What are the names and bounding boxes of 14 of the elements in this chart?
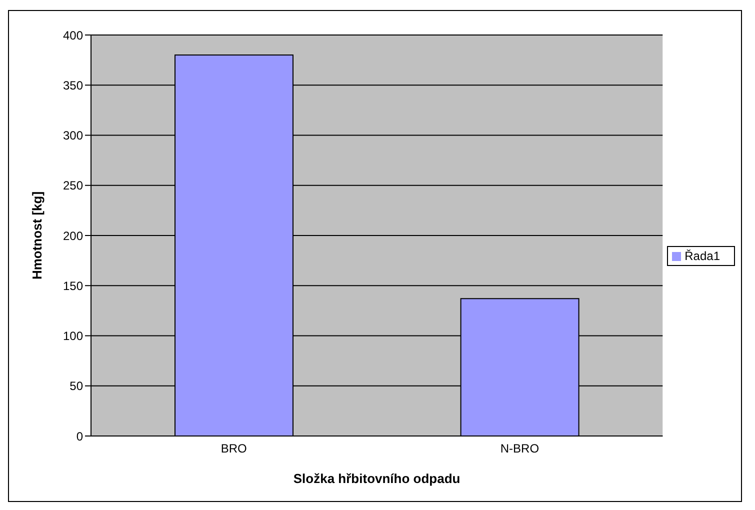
legend-label: Řada1 bbox=[684, 249, 720, 263]
y-tick-label: 300 bbox=[62, 128, 84, 143]
y-tick-label: 50 bbox=[70, 379, 84, 394]
y-tick-label: 150 bbox=[62, 278, 84, 293]
y-tick-label: 250 bbox=[62, 178, 84, 193]
y-tick-label: 0 bbox=[76, 429, 84, 444]
y-tick-label: 200 bbox=[62, 228, 84, 243]
y-tick-label: 400 bbox=[62, 28, 84, 42]
y-tick-label: 100 bbox=[62, 329, 84, 344]
x-tick-label: BRO bbox=[220, 442, 247, 456]
y-tick-label: 350 bbox=[62, 78, 84, 92]
y-axis-title: Hmotnost [kg] bbox=[30, 191, 45, 280]
x-tick-label: N-BRO bbox=[500, 442, 540, 456]
x-axis-title: Složka hřbitovního odpadu bbox=[293, 471, 460, 486]
